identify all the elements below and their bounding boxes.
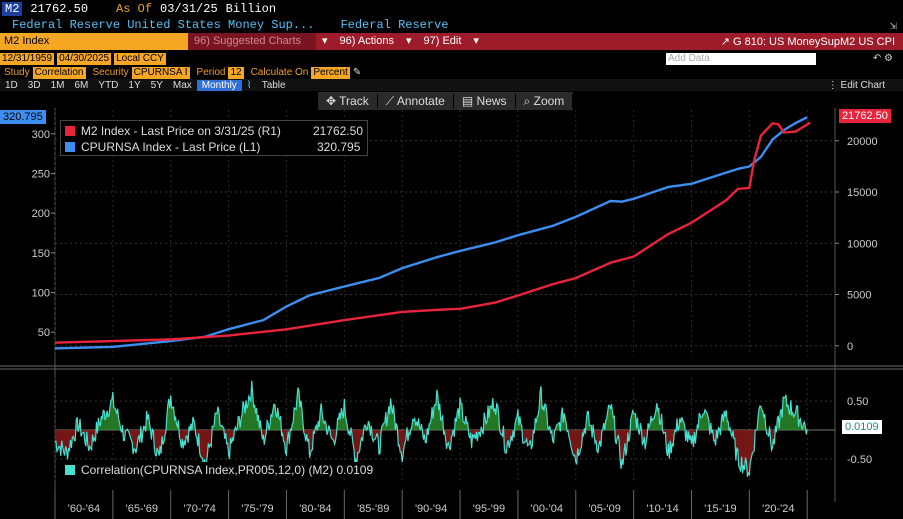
pencil-icon[interactable]: ✎ [352, 67, 362, 78]
dropdown-icon[interactable]: ▾ [322, 35, 328, 47]
right-tick-label: 20000 [847, 136, 878, 148]
x-tick-label: '65-'69 [126, 503, 158, 515]
x-tick-label: '75-'79 [241, 503, 273, 515]
edit-chart-button[interactable]: ⋮ Edit Chart [827, 79, 885, 91]
m2-line [54, 121, 811, 344]
period-1m[interactable]: 1M [50, 79, 65, 91]
period-1y[interactable]: 1Y [128, 79, 141, 91]
chart-type-icon[interactable]: ⌇ [246, 79, 252, 91]
unit: Billion [225, 1, 277, 16]
table-button[interactable]: Table [261, 79, 286, 91]
edit-menu[interactable]: 97) Edit [423, 35, 462, 47]
x-tick-label: '80-'84 [299, 503, 331, 515]
actions-menu[interactable]: 96) Actions [339, 35, 394, 47]
calc-select[interactable]: Percent [311, 66, 350, 79]
right-tick-label: 0 [847, 341, 853, 353]
main-legend: M2 Index - Last Price on 3/31/25 (R1) 217… [60, 120, 368, 156]
left-tick-label: 100 [32, 288, 50, 300]
left-tick-label: 50 [38, 327, 50, 339]
corr-line [54, 380, 808, 477]
period-max[interactable]: Max [172, 79, 192, 91]
period-3d[interactable]: 3D [27, 79, 41, 91]
security-field[interactable]: M2 Index [0, 33, 188, 50]
period-field[interactable]: 12 [228, 66, 244, 79]
left-tick-label: 250 [32, 168, 50, 180]
right-tick-label: 5000 [847, 290, 871, 302]
right-tick-label: 15000 [847, 187, 878, 199]
corr-tick-label: -0.50 [847, 454, 872, 466]
security-description: Federal Reserve United States Money Sup.… [12, 18, 315, 32]
last-value: 21762.50 [30, 1, 89, 16]
annotate-tool[interactable]: ⟋ Annotate [378, 93, 454, 109]
left-tick-label: 200 [32, 208, 50, 220]
frequency-select[interactable]: Monthly [196, 79, 242, 91]
calc-label: Calculate On [250, 67, 309, 78]
dropdown-icon[interactable]: ▾ [473, 35, 479, 47]
period-1d[interactable]: 1D [5, 79, 18, 91]
security-source: Federal Reserve [340, 18, 449, 32]
zoom-tool[interactable]: ⌕ Zoom [516, 93, 574, 109]
suggested-charts-button[interactable]: 96) Suggested Charts [188, 33, 316, 50]
left-tick-label: 300 [32, 129, 50, 141]
x-tick-label: '00-'04 [531, 503, 563, 515]
x-tick-label: '60-'64 [68, 503, 100, 515]
corr-positive-fill [55, 380, 808, 430]
currency-select[interactable]: Local CCY [114, 52, 166, 65]
ticker[interactable]: M2 [2, 1, 23, 16]
as-of-label: As Of [116, 1, 153, 16]
x-tick-label: '90-'94 [415, 503, 447, 515]
date-row: 12/31/1959 04/30/2025 Local CCY Add Data… [0, 52, 903, 65]
left-tick-label: 150 [32, 248, 50, 260]
x-tick-label: '70-'74 [183, 503, 215, 515]
x-tick-label: '85-'89 [357, 503, 389, 515]
track-tool[interactable]: ✥ Track [318, 94, 378, 108]
end-date-field[interactable]: 04/30/2025 [57, 52, 112, 65]
corr-tick-label: 0.50 [847, 396, 868, 408]
study-select[interactable]: Correlation [32, 66, 86, 79]
legend-cpi[interactable]: CPURNSA Index - Last Price (L1) 320.795 [65, 139, 363, 155]
period-label: Period [196, 67, 226, 78]
chart-toolbar: ✥ Track ⟋ Annotate ▤ News ⌕ Zoom [318, 92, 574, 110]
right-tick-label: 10000 [847, 238, 878, 250]
security-label: Security [92, 67, 129, 78]
news-tool[interactable]: ▤ News [454, 94, 516, 108]
corr-swatch [65, 465, 75, 475]
start-date-field[interactable]: 12/31/1959 [0, 52, 55, 65]
legend-m2[interactable]: M2 Index - Last Price on 3/31/25 (R1) 217… [65, 123, 363, 139]
x-tick-label: '05-'09 [589, 503, 621, 515]
cpi-swatch [65, 142, 75, 152]
study-label: Study [4, 67, 30, 78]
study-row: Study Correlation Security CPURNSA I Per… [0, 66, 903, 79]
m2-swatch [65, 126, 75, 136]
x-tick-label: '20-'24 [762, 503, 794, 515]
x-tick-label: '95-'99 [473, 503, 505, 515]
x-tick-label: '15-'19 [704, 503, 736, 515]
period-5y[interactable]: 5Y [150, 79, 163, 91]
period-ytd[interactable]: YTD [98, 79, 119, 91]
period-bar: 1D 3D 1M 6M YTD 1Y 5Y Max Monthly ⌇ Tabl… [0, 79, 903, 91]
popout-icon[interactable]: ⇲ [889, 18, 897, 33]
as-of-date: 03/31/25 [160, 1, 218, 16]
period-6m[interactable]: 6M [74, 79, 89, 91]
dropdown-icon[interactable]: ▾ [405, 35, 412, 47]
x-tick-label: '10-'14 [646, 503, 678, 515]
corr-last-tag: 0.0109 [842, 420, 882, 434]
header-row: M2 21762.50 As Of 03/31/25 Billion [0, 0, 903, 17]
correlation-legend[interactable]: Correlation(CPURNSA Index,PR005,12,0) (M… [62, 462, 377, 478]
menu-bar: M2 Index 96) Suggested Charts ▾ 96) Acti… [0, 33, 903, 50]
description-row: Federal Reserve United States Money Sup.… [0, 17, 903, 33]
m2-last-tag: 21762.50 [839, 109, 891, 123]
undo-redo-icons[interactable]: ↶ ⚙ [872, 53, 893, 64]
chart-title: ↗ G 810: US MoneySupM2 US CPI [720, 36, 895, 48]
add-data-input[interactable]: Add Data [666, 52, 816, 65]
study-security-field[interactable]: CPURNSA I [131, 66, 190, 79]
cpi-last-tag: 320.795 [0, 110, 46, 124]
